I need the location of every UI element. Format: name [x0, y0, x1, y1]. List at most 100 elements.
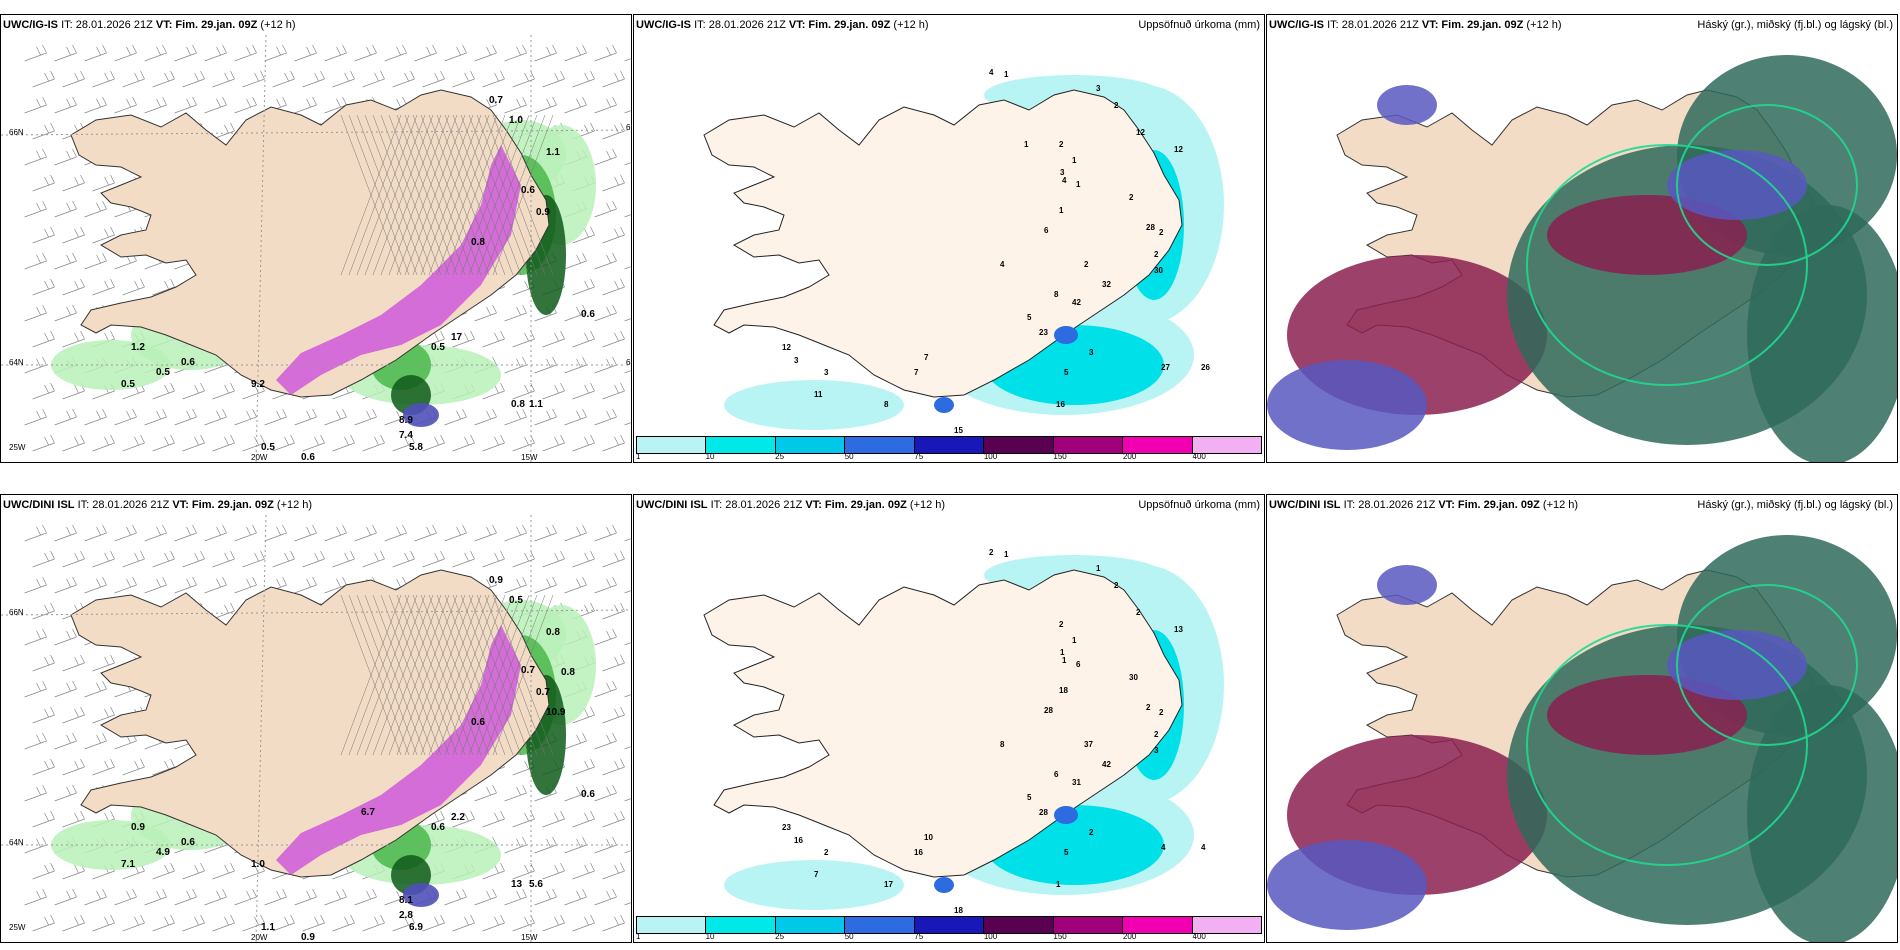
wind-barb: [594, 252, 617, 270]
wind-barb: [564, 44, 587, 62]
colorbar-tick-label: 75: [914, 932, 924, 941]
colorbar-tick-label: 100: [983, 932, 998, 941]
colorbar-swatch: [637, 917, 707, 933]
wind-barb: [182, 914, 205, 932]
wind-barb: [272, 914, 295, 932]
snow-band: [276, 625, 521, 875]
cloud-shade: [1267, 840, 1427, 930]
precip-value-label: 30: [1154, 266, 1163, 275]
wind-barb: [122, 758, 145, 776]
wind-value-label: 7.1: [121, 859, 135, 870]
colorbar-tick-label: 400: [1192, 452, 1206, 461]
wind-barb: [602, 602, 625, 620]
precip-value-label: 4: [1201, 843, 1206, 852]
wind-value-label: 1.1: [529, 399, 543, 410]
wind-barb: [594, 408, 617, 426]
wind-barb: [174, 44, 197, 62]
wind-value-label: 1.1: [261, 922, 275, 933]
cloud-map: [1267, 35, 1897, 462]
wind-barb: [624, 746, 631, 750]
row2-wind-panel: UWC/DINI ISL IT: 28.01.2026 21Z VT: Fim.…: [0, 494, 632, 943]
precip-value-label: 11: [814, 390, 823, 399]
wind-barb: [572, 382, 595, 400]
wind-barb: [174, 524, 197, 542]
wind-barb: [32, 862, 55, 880]
wind-barb: [182, 382, 205, 400]
precip-value-label: 7: [924, 353, 929, 362]
precip-value-label: 4: [989, 68, 994, 77]
precip-value-label: 7: [814, 870, 819, 879]
precip-value-label: 27: [1161, 363, 1170, 372]
wind-barb: [572, 434, 595, 452]
wind-value-label: 17: [451, 332, 463, 343]
precip-value-label: 8: [1054, 290, 1059, 299]
wind-barb: [602, 914, 625, 932]
wind-barb: [572, 278, 595, 296]
wind-barb: [482, 862, 505, 880]
wind-barb: [54, 628, 77, 646]
wind-value-label: 6.9: [409, 922, 423, 933]
precip-value-label: 31: [1072, 778, 1081, 787]
wind-value-label: 8.9: [399, 415, 413, 426]
wind-barb: [234, 576, 257, 594]
precip-value-label: 2: [1059, 620, 1064, 629]
colorbar-swatch: [1053, 917, 1124, 933]
wind-barb: [84, 524, 107, 542]
wind-barb: [534, 408, 557, 426]
wind-barb: [302, 434, 325, 452]
wind-barb: [32, 914, 55, 932]
wind-value-label: 0.7: [521, 665, 535, 676]
wind-barb: [234, 96, 257, 114]
wind-barb: [32, 70, 55, 88]
wind-barb: [234, 44, 257, 62]
lead-time: (+12 h): [893, 19, 929, 31]
wind-barb: [32, 810, 55, 828]
wind-barb: [24, 252, 47, 270]
wind-barb: [182, 550, 205, 568]
wind-barb: [54, 252, 77, 270]
wind-barb: [62, 810, 85, 828]
precip-value-label: 1: [1096, 564, 1101, 573]
wind-barb: [32, 706, 55, 724]
axis-label: 66N: [9, 128, 24, 137]
wind-barb: [474, 44, 497, 62]
graticule-line: [255, 515, 267, 942]
precip-value-label: 16: [914, 848, 923, 857]
wind-barb: [474, 524, 497, 542]
wind-barb: [54, 680, 77, 698]
wind-barb: [624, 590, 631, 594]
wind-value-label: 5.6: [529, 879, 543, 890]
wind-barb: [272, 434, 295, 452]
wind-barb: [392, 550, 415, 568]
wind-barb: [62, 434, 85, 452]
wind-barb: [62, 706, 85, 724]
wind-barb: [354, 408, 377, 426]
cloud-shade: [1267, 360, 1427, 450]
wind-barb: [152, 758, 175, 776]
wind-barb: [624, 58, 631, 62]
cloud-shade: [1667, 150, 1807, 220]
wind-barb: [84, 888, 107, 906]
hatch-line: [468, 594, 530, 756]
wind-barb: [242, 70, 265, 88]
wind-barb: [564, 96, 587, 114]
wind-barb: [54, 304, 77, 322]
wind-barb: [62, 330, 85, 348]
wind-barb: [602, 654, 625, 672]
precip-value-label: 28: [1044, 706, 1053, 715]
wind-barb: [482, 914, 505, 932]
precip-value-label: 1: [1024, 140, 1029, 149]
wind-barb: [444, 524, 467, 542]
row2-precip-panel: UWC/DINI ISL IT: 28.01.2026 21Z VT: Fim.…: [633, 494, 1265, 943]
wind-barb: [504, 836, 527, 854]
wind-barb: [24, 680, 47, 698]
colorbar-swatch: [775, 437, 846, 453]
wind-barb: [294, 408, 317, 426]
row1-wind-panel: UWC/IG-IS IT: 28.01.2026 21Z VT: Fim. 29…: [0, 14, 632, 463]
panel-header: UWC/IG-IS IT: 28.01.2026 21Z VT: Fim. 29…: [1267, 15, 1897, 35]
colorbar-swatch: [1123, 917, 1193, 933]
colorbar-tick-label: 10: [705, 452, 715, 461]
axis-label: 64N: [9, 358, 24, 367]
colorbar-tick-label: 400: [1192, 932, 1206, 941]
wind-barb: [32, 330, 55, 348]
